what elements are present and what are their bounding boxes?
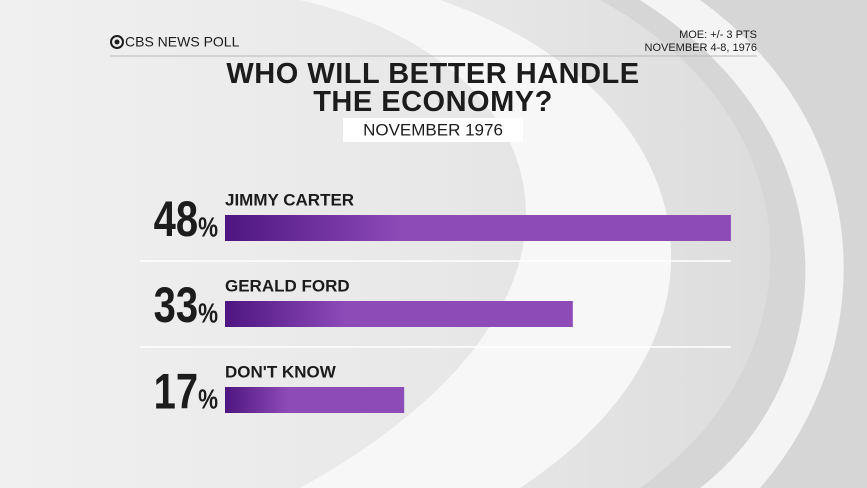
- subtitle: NOVEMBER 1976: [363, 120, 503, 139]
- value-label: 48%: [154, 191, 218, 247]
- logo-eye: [110, 35, 124, 49]
- bar: [225, 301, 573, 327]
- category-label: JIMMY CARTER: [225, 190, 354, 209]
- swoosh: [640, 0, 844, 488]
- value-label: 17%: [154, 363, 218, 419]
- brand: CBS NEWS POLL: [125, 34, 240, 50]
- bar: [225, 215, 731, 241]
- logo-pupil: [114, 39, 120, 45]
- poll-dates: NOVEMBER 4-8, 1976: [645, 42, 758, 54]
- moe: MOE: +/- 3 PTS: [679, 29, 757, 41]
- bar: [225, 387, 405, 413]
- value-label: 33%: [154, 277, 218, 333]
- category-label: GERALD FORD: [225, 276, 350, 295]
- swoosh: [300, 0, 672, 488]
- subtitle-box: [343, 118, 523, 142]
- chart-title: WHO WILL BETTER HANDLE THE ECONOMY?: [226, 58, 640, 118]
- category-label: DON'T KNOW: [225, 362, 337, 381]
